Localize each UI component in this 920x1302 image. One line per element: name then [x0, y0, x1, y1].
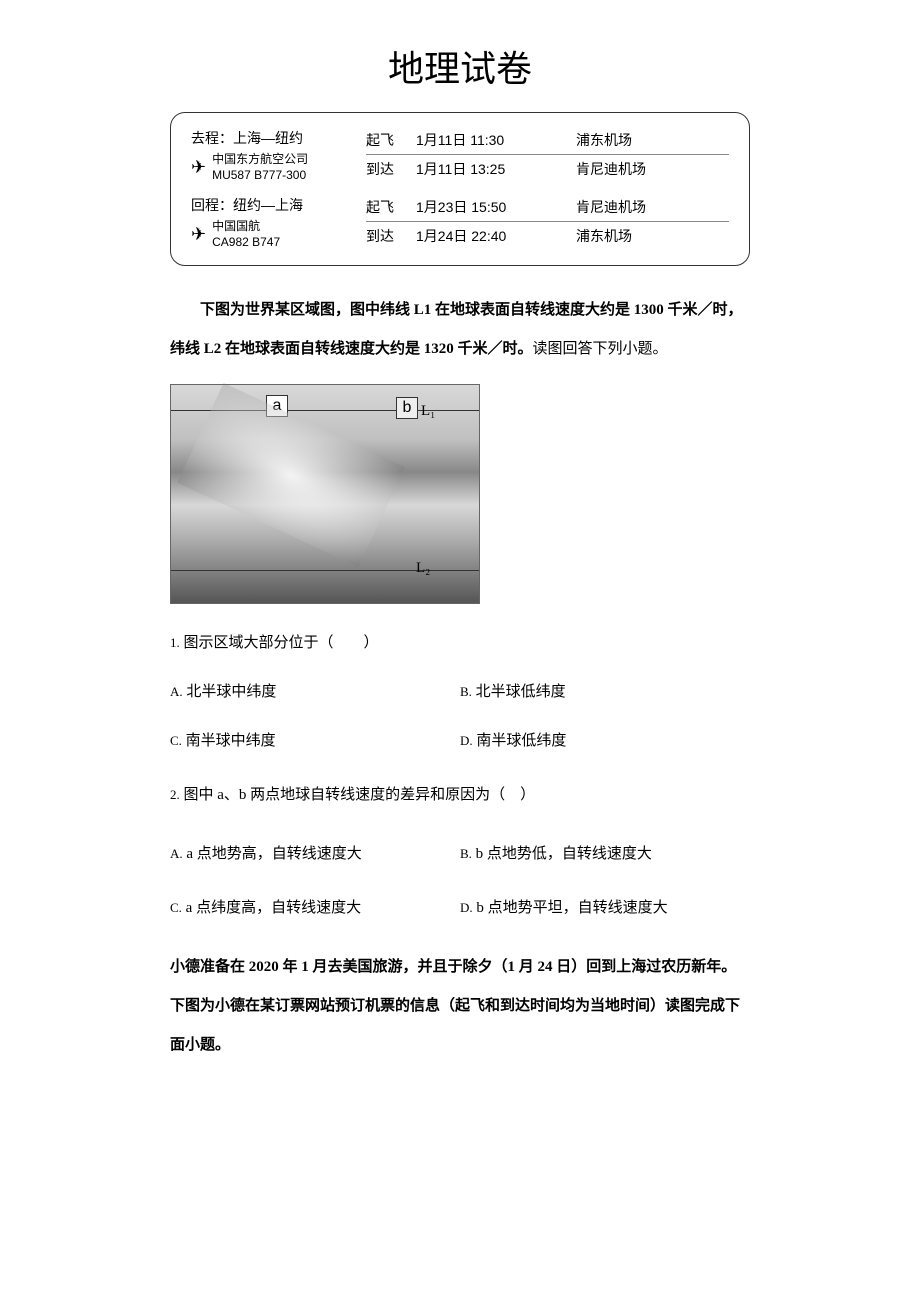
depart-label: 起飞 — [366, 130, 416, 150]
intro-passage: 下图为世界某区域图，图中纬线 L1 在地球表面自转线速度大约是 1300 千米／… — [170, 291, 750, 369]
arrive-airport: 肯尼迪机场 — [576, 159, 676, 179]
q2-opt-c: a 点纬度高，自转线速度大 — [182, 900, 361, 916]
return-trip: 回程：纽约—上海 ✈ 中国国航 CA982 B747 起飞 1月23日 15:5… — [191, 195, 729, 250]
q1-opt-d: 南半球低纬度 — [473, 733, 567, 749]
q1-opt-d-label: D. — [460, 733, 473, 748]
q2-opt-d-label: D. — [460, 900, 473, 915]
q1-text: 图示区域大部分位于（ ） — [180, 635, 379, 651]
arrive-datetime: 1月24日 22:40 — [416, 226, 576, 246]
return-title: 回程：纽约—上海 — [191, 195, 366, 215]
depart-datetime: 1月23日 15:50 — [416, 197, 576, 217]
passage-2: 小德准备在 2020 年 1 月去美国旅游，并且于除夕（1 月 24 日）回到上… — [170, 948, 750, 1065]
outbound-title: 去程：上海—纽约 — [191, 128, 366, 148]
arrive-label: 到达 — [366, 159, 416, 179]
arrive-label: 到达 — [366, 226, 416, 246]
arrive-airport: 浦东机场 — [576, 226, 676, 246]
q2-opt-a-label: A. — [170, 846, 183, 861]
q1-opt-c: 南半球中纬度 — [182, 733, 276, 749]
plane-icon: ✈ — [191, 224, 206, 245]
q2-opt-d: b 点地势平坦，自转线速度大 — [473, 900, 668, 916]
page-title: 地理试卷 — [170, 40, 750, 92]
q1-opt-a-label: A. — [170, 684, 183, 699]
arrive-datetime: 1月11日 13:25 — [416, 159, 576, 179]
plane-icon: ✈ — [191, 157, 206, 178]
q1-number: 1. — [170, 635, 180, 650]
depart-airport: 肯尼迪机场 — [576, 197, 676, 217]
map-figure: a b L₁ L₂ — [170, 384, 480, 604]
outbound-airline: 中国东方航空公司 — [212, 152, 308, 168]
q2-opt-a: a 点地势高，自转线速度大 — [183, 846, 362, 862]
q1-opt-b: 北半球低纬度 — [472, 684, 566, 700]
depart-datetime: 1月11日 11:30 — [416, 130, 576, 150]
return-flight-code: CA982 B747 — [212, 235, 280, 251]
q2-text: 图中 a、b 两点地球自转线速度的差异和原因为（ ） — [180, 787, 535, 803]
q2-opt-b: b 点地势低，自转线速度大 — [472, 846, 652, 862]
map-line-l1-label: L₁ — [421, 403, 435, 420]
passage-rest: 读图回答下列小题。 — [533, 341, 668, 357]
map-point-b: b — [396, 397, 418, 419]
q2-opt-c-label: C. — [170, 900, 182, 915]
depart-airport: 浦东机场 — [576, 130, 676, 150]
depart-label: 起飞 — [366, 197, 416, 217]
question-1: 1. 图示区域大部分位于（ ） A. 北半球中纬度 B. 北半球低纬度 C. 南… — [170, 624, 750, 761]
ticket-info-box: 去程：上海—纽约 ✈ 中国东方航空公司 MU587 B777-300 起飞 1月… — [170, 112, 750, 266]
q1-opt-a: 北半球中纬度 — [183, 684, 277, 700]
return-airline: 中国国航 — [212, 219, 280, 235]
q1-opt-b-label: B. — [460, 684, 472, 699]
q2-number: 2. — [170, 787, 180, 802]
outbound-flight-code: MU587 B777-300 — [212, 168, 308, 184]
latitude-line-l2 — [171, 570, 479, 571]
map-line-l2-label: L₂ — [416, 560, 430, 577]
question-2: 2. 图中 a、b 两点地球自转线速度的差异和原因为（ ） A. a 点地势高，… — [170, 776, 750, 928]
q2-opt-b-label: B. — [460, 846, 472, 861]
outbound-trip: 去程：上海—纽约 ✈ 中国东方航空公司 MU587 B777-300 起飞 1月… — [191, 128, 729, 183]
q1-opt-c-label: C. — [170, 733, 182, 748]
